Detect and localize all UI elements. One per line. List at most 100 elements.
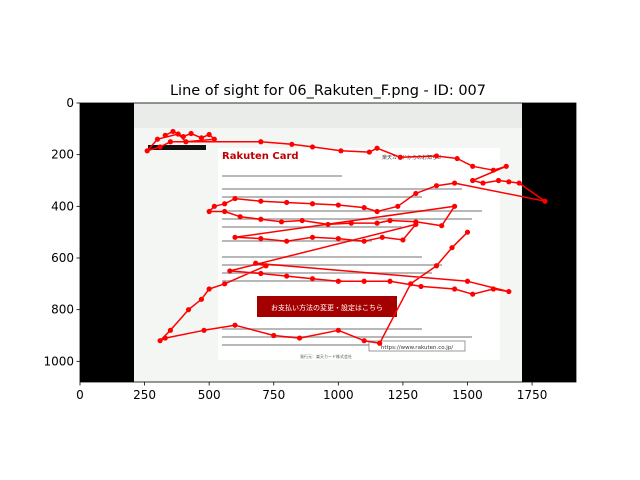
fixation-point — [361, 338, 367, 344]
fixation-point — [433, 183, 440, 189]
fixation-point — [309, 201, 316, 207]
plot-area: Rakuten Card 楽天カードからのお知らせ お支払い方法の変更・設定はこ… — [80, 103, 576, 382]
gaze-path — [144, 128, 548, 346]
fixation-point — [206, 286, 212, 292]
fixation-point — [278, 219, 285, 225]
fixation-point — [506, 288, 512, 295]
fixation-point — [335, 327, 341, 333]
fixation-point — [296, 335, 303, 341]
x-tick-label: 1750 — [517, 388, 548, 402]
fixation-point — [397, 154, 403, 160]
fixation-point — [263, 263, 269, 269]
fixation-point — [258, 236, 264, 242]
rakuten-email-screenshot: Rakuten Card 楽天カードからのお知らせ お支払い方法の変更・設定はこ… — [134, 103, 522, 382]
fixation-point — [433, 263, 440, 269]
fixation-point — [206, 131, 212, 138]
fixation-point — [185, 307, 192, 313]
axes-frame — [79, 102, 577, 383]
fixation-point — [374, 220, 380, 226]
fixation-point — [387, 217, 393, 224]
fixation-point — [490, 167, 496, 173]
fixation-point — [271, 332, 277, 339]
fixation-point — [361, 205, 367, 211]
y-tick-label: 1000 — [43, 354, 74, 368]
x-tick-label: 1500 — [452, 388, 483, 402]
x-tick-label: 1250 — [388, 388, 419, 402]
fixation-point — [470, 291, 476, 297]
fixation-point — [154, 136, 161, 142]
fixation-point — [201, 327, 207, 333]
x-tick-label: 1000 — [323, 388, 354, 402]
fixation-point — [309, 234, 316, 240]
fixation-point — [335, 202, 341, 208]
fixation-point — [222, 201, 228, 207]
payment-method-banner-label: お支払い方法の変更・設定はこちら — [271, 303, 383, 312]
y-tick-label: 0 — [66, 96, 74, 110]
fixation-point — [183, 139, 189, 145]
x-tick-label: 0 — [76, 388, 84, 402]
fixation-point — [162, 132, 168, 138]
fixation-point — [451, 180, 458, 186]
fixation-point — [335, 236, 341, 242]
fixation-point — [198, 135, 205, 141]
x-axis: 0 250 500 750 1000 1250 1500 1750 — [76, 382, 547, 402]
fixation-point — [490, 286, 496, 292]
fixation-point — [377, 340, 383, 346]
fixation-point — [395, 203, 401, 209]
fixation-point — [325, 221, 331, 228]
x-tick-label: 500 — [198, 388, 221, 402]
rakuten-url: https://www.rakuten.co.jp/ — [381, 345, 453, 351]
fixation-point — [470, 177, 476, 184]
x-tick-label: 250 — [133, 388, 156, 402]
fixation-point — [232, 234, 238, 240]
fixation-point — [464, 278, 471, 284]
fixation-point — [418, 283, 424, 290]
fixation-point — [167, 139, 174, 145]
fixation-point — [175, 131, 181, 137]
fixation-point — [211, 136, 217, 142]
fixation-point — [284, 238, 290, 244]
y-tick-label: 400 — [51, 199, 74, 213]
payment-method-banner — [257, 296, 397, 317]
fixation-point — [258, 216, 264, 222]
fixation-point — [227, 268, 233, 274]
redacted-bar — [148, 145, 206, 150]
fixation-point — [480, 180, 486, 186]
chart-title: Line of sight for 06_Rakuten_F.png - ID:… — [170, 83, 486, 99]
fixation-point — [361, 238, 367, 244]
fixation-point — [309, 144, 316, 150]
fixation-point — [180, 133, 186, 140]
x-tick-label: 750 — [262, 388, 285, 402]
fixation-point — [374, 208, 380, 215]
fixation-point — [206, 208, 212, 215]
fixation-point — [361, 278, 367, 284]
fixation-point — [167, 327, 174, 333]
fixation-point — [232, 195, 238, 202]
fixation-point — [289, 141, 295, 147]
browser-toolbar — [134, 103, 522, 128]
fixation-point — [170, 128, 176, 135]
fixation-point — [258, 270, 264, 277]
fixation-point — [374, 145, 380, 151]
fixation-point — [449, 245, 455, 251]
y-tick-label: 200 — [51, 148, 74, 162]
fixation-point — [335, 278, 341, 284]
fixation-point — [211, 203, 217, 209]
fixation-point — [258, 198, 264, 204]
fixation-point — [439, 223, 445, 229]
fixation-point — [366, 149, 372, 155]
fixation-point — [451, 286, 458, 292]
fixation-point — [144, 148, 150, 154]
fixation-point — [338, 148, 344, 154]
fixation-point — [222, 281, 228, 287]
fixation-point — [309, 276, 316, 282]
fixation-point — [413, 221, 419, 228]
fixation-point — [470, 163, 476, 169]
fixation-point — [413, 190, 419, 197]
fixation-point — [162, 335, 168, 341]
fixation-point — [379, 234, 385, 240]
fixation-point — [542, 198, 548, 204]
fixation-point — [503, 163, 509, 169]
fixation-point — [387, 278, 393, 284]
